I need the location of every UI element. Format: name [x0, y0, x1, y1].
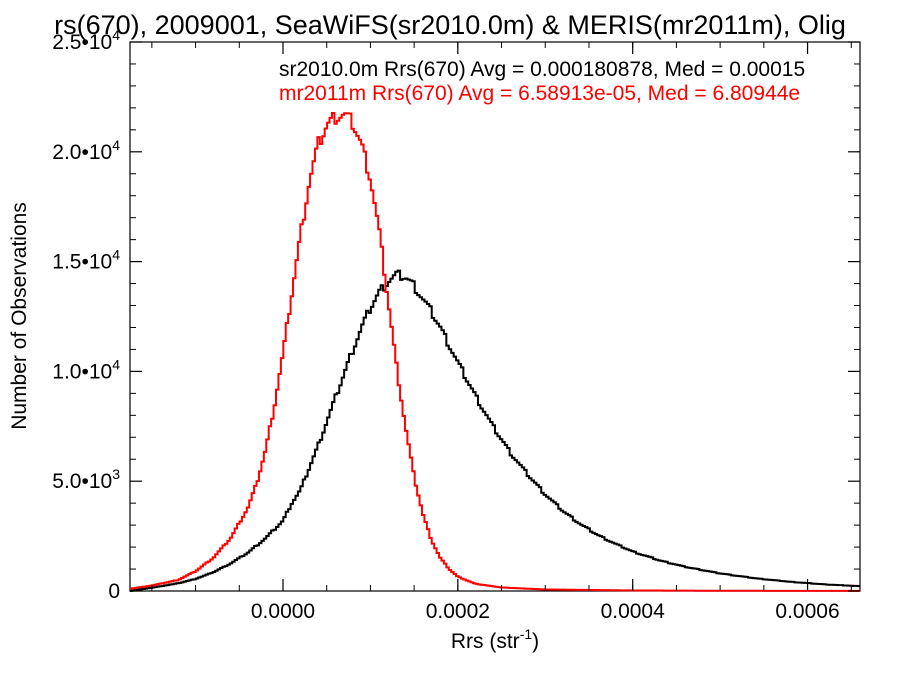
x-tick-label: 0.0004	[601, 600, 666, 623]
y-tick-mantissa: 1.0•10	[52, 360, 112, 383]
y-tick-mantissa: 2.5•10	[52, 31, 112, 54]
series-lines	[130, 112, 860, 592]
y-tick-label: 1.5•104	[52, 247, 120, 274]
y-tick-exponent: 3	[112, 466, 120, 482]
x-tick-label: 0.0000	[251, 600, 315, 623]
y-tick-mantissa: 5.0•10	[52, 470, 112, 493]
y-tick-mantissa: 2.0•10	[52, 141, 112, 164]
series-line-1	[130, 112, 860, 592]
y-tick-mantissa: 1.5•10	[52, 251, 112, 274]
x-axis-label-superscript: -1	[520, 626, 533, 642]
y-tick-label: 0	[108, 580, 120, 603]
y-tick-mantissa: 0	[108, 580, 120, 603]
plot-frame	[129, 41, 861, 592]
y-tick-exponent: 4	[112, 27, 120, 43]
x-axis-label-main: Rrs (str	[451, 630, 520, 653]
legend-entry-mr2011: mr2011m Rrs(670) Avg = 6.58913e-05, Med …	[279, 82, 800, 105]
y-tick-label: 1.0•104	[52, 356, 120, 383]
y-tick-exponent: 4	[112, 247, 120, 263]
y-tick-label: 5.0•103	[52, 466, 120, 493]
y-tick-exponent: 4	[112, 356, 120, 372]
x-axis-label-end: )	[532, 630, 539, 653]
series-line-0	[130, 269, 860, 592]
chart-title: rs(670), 2009001, SeaWiFS(sr2010.0m) & M…	[54, 10, 846, 40]
x-tick-label: 0.0002	[426, 600, 490, 623]
y-tick-label: 2.0•104	[52, 137, 120, 164]
legend-entry-sr2010: sr2010.0m Rrs(670) Avg = 0.000180878, Me…	[279, 58, 805, 81]
x-axis-ticks: 0.0000 0.0002 0.0004 0.0006	[151, 42, 852, 623]
y-tick-exponent: 4	[112, 137, 120, 153]
y-tick-label: 2.5•104	[52, 27, 120, 54]
y-axis-label: Number of Observations	[8, 202, 31, 430]
x-tick-label: 0.0006	[775, 600, 839, 623]
x-axis-label: Rrs (str-1)	[451, 626, 539, 653]
